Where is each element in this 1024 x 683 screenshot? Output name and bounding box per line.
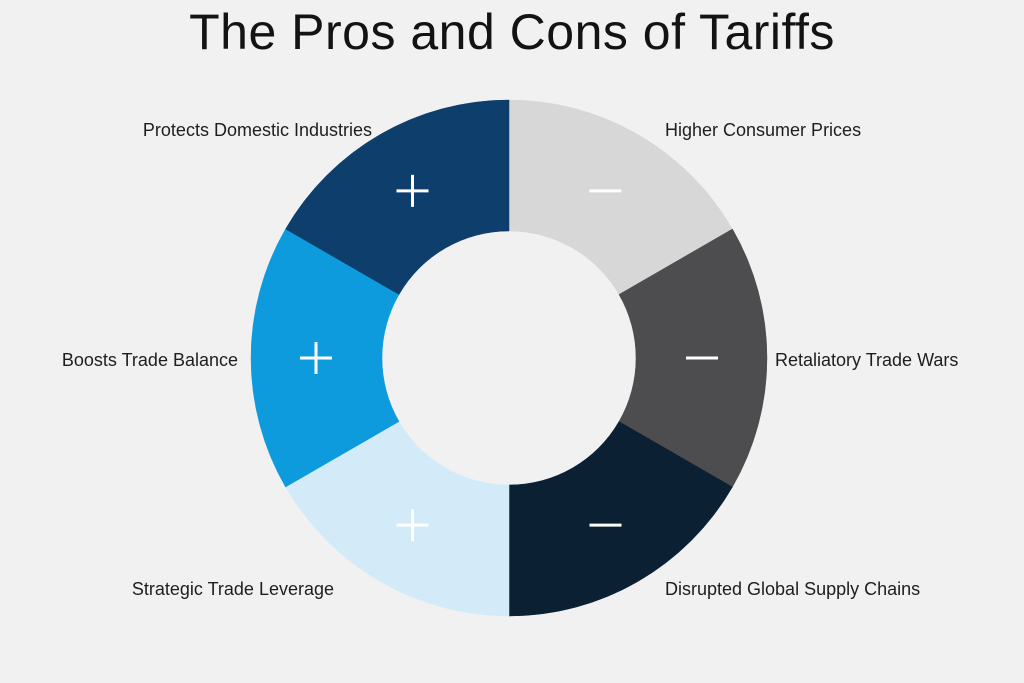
donut-segment-disrupted-global-supply-chains — [508, 421, 733, 617]
segment-label-retaliatory-trade-wars: Retaliatory Trade Wars — [775, 350, 959, 370]
donut-segment-protects-domestic-industries — [285, 99, 510, 295]
donut-segment-strategic-trade-leverage — [285, 421, 510, 617]
page-title: The Pros and Cons of Tariffs — [189, 4, 835, 60]
plus-icon — [396, 509, 429, 542]
plus-icon — [300, 342, 332, 374]
segment-label-higher-consumer-prices: Higher Consumer Prices — [665, 120, 862, 140]
segment-label-disrupted-global-supply-chains: Disrupted Global Supply Chains — [665, 579, 921, 599]
segment-label-boosts-trade-balance: Boosts Trade Balance — [61, 350, 238, 370]
plus-icon — [396, 174, 429, 207]
segment-label-protects-domestic-industries: Protects Domestic Industries — [142, 120, 372, 140]
segment-label-strategic-trade-leverage: Strategic Trade Leverage — [131, 579, 334, 599]
donut-segment-higher-consumer-prices — [508, 99, 733, 295]
